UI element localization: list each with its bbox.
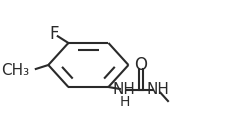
Text: CH₃: CH₃ — [1, 63, 29, 78]
Text: F: F — [49, 25, 59, 43]
Text: NH: NH — [112, 82, 134, 97]
Text: O: O — [134, 56, 147, 74]
Text: NH: NH — [146, 82, 168, 97]
Text: H: H — [119, 95, 129, 109]
